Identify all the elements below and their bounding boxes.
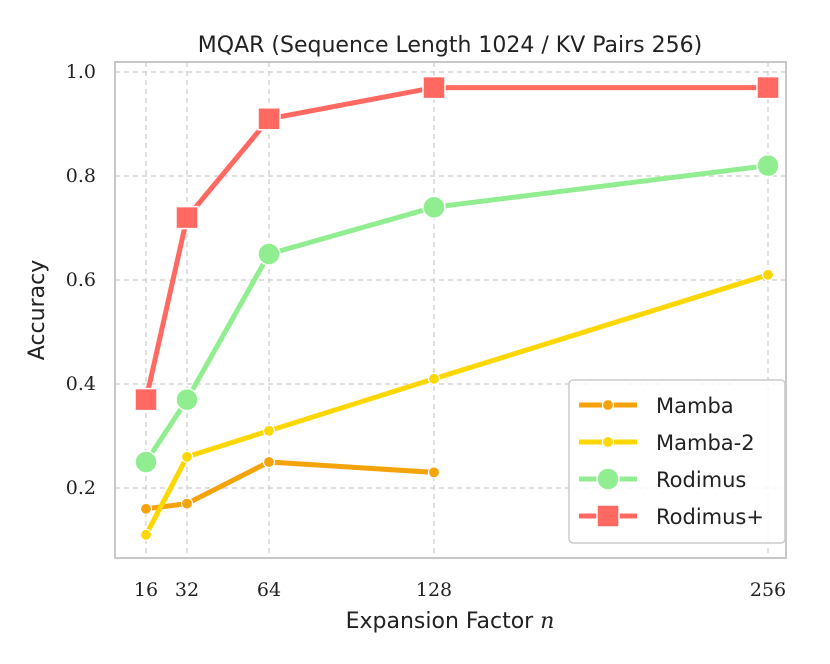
data-point-rodimus [175,387,199,412]
series-mamba [139,455,441,515]
legend-label: Mamba [656,394,734,418]
tick-labels: 16 32 64 128 256 0.2 0.4 0.6 0.8 1.0 [66,61,786,601]
series-rodimus [134,153,780,474]
legend-entry-mamba: Mamba [579,394,734,418]
y-tick-label: 0.2 [66,477,96,499]
plot-frame [114,61,787,559]
series-line-mamba [143,459,437,512]
y-tick-label: 1.0 [66,61,96,83]
x-tick-label: 64 [257,579,281,601]
x-tick-label: 128 [416,579,452,601]
y-tick-label: 0.4 [66,373,96,395]
legend-box [568,379,786,544]
legend-marker [601,435,615,449]
x-tick-label: 32 [175,579,199,601]
data-point-mamba-2 [262,424,276,437]
data-point-mamba [427,466,441,479]
y-tick-label: 0.8 [66,165,96,187]
data-point-mamba-2 [180,450,194,463]
legend-entry-mamba-2: Mamba-2 [579,431,755,455]
data-point-rodimus [134,450,158,474]
data-point-rodimus-plus [257,107,281,131]
series-rodimus-plus [134,75,780,412]
legend-entry-rodimus: Rodimus [579,467,746,492]
y-tick-label: 0.6 [66,269,96,291]
x-tick-label: 16 [134,579,158,601]
data-point-mamba [262,455,276,469]
chart-title: MQAR (Sequence Length 1024 / KV Pairs 25… [198,33,702,58]
data-point-rodimus [422,195,446,219]
legend-marker [601,398,615,412]
x-tick-label: 256 [750,579,786,601]
legend: Mamba Mamba-2 Rodimus Rodimus+ [568,379,786,544]
legend-entry-rodimus-plus: Rodimus+ [579,504,764,529]
data-point-rodimus-plus [756,75,780,100]
legend-label: Rodimus+ [656,505,764,529]
x-axis-title: Expansion Factor n [346,609,555,634]
legend-marker [596,467,620,491]
data-point-mamba-2 [427,372,441,385]
data-point-mamba-2 [139,528,153,541]
data-point-mamba [180,497,194,510]
data-point-mamba-2 [761,268,775,281]
legend-label: Mamba-2 [656,431,755,455]
data-point-rodimus [756,153,780,178]
y-axis-title: Accuracy [25,260,50,360]
legend-marker [596,504,620,528]
data-point-rodimus-plus [422,75,446,100]
data-point-mamba [139,502,153,515]
data-point-rodimus [257,242,281,266]
series-line-rodimus-plus [143,85,771,403]
legend-label: Rodimus [656,468,746,492]
series-mamba-2 [139,268,775,541]
series-layer [134,75,780,541]
data-point-rodimus-plus [175,205,199,230]
data-point-rodimus-plus [134,387,158,412]
